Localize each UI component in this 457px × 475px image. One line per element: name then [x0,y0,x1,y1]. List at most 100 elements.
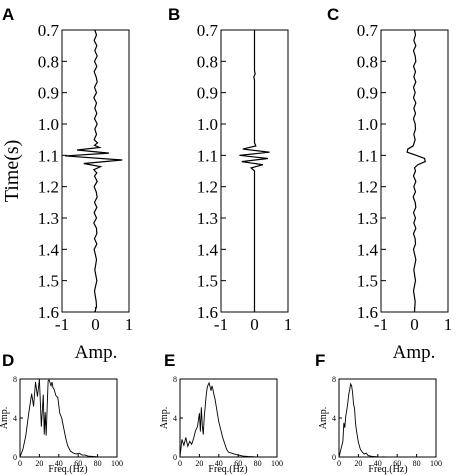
y-tick-label: 1.2 [38,178,59,197]
x-tick-label: 0 [337,459,341,468]
x-ticks-b: -1 0 1 [214,307,292,334]
y-tick-label: 1.0 [38,115,59,134]
y-tick-label: 0.8 [38,52,59,71]
y-axis-label-e: Amp. [159,407,170,430]
panel-e: E Amp. Freq.(Hz) 0 4 8 0 20 40 60 80 100 [159,351,283,475]
y-tick-label: 1.3 [197,209,218,228]
panel-c: C Amp. 0.7 0.8 0.9 1.0 1.1 1.2 1.3 1.4 1.5 1.6 -1… [327,5,452,363]
x-tick-label: 0 [250,315,259,334]
x-tick-label: 80 [254,459,262,468]
y-tick-label: 8 [13,375,17,384]
x-tick-label: 40 [215,459,223,468]
x-ticks-c: -1 0 1 [374,307,452,334]
y-tick-label: 0 [173,453,177,462]
panel-letter-f: F [315,351,325,370]
y-axis-label-d: Amp. [0,407,10,430]
x-tick-label: 80 [94,459,102,468]
spectrum-line-f [338,382,436,458]
x-tick-label: 100 [111,459,123,468]
y-ticks-d: 0 4 8 [13,375,23,462]
x-ticks-a: -1 0 1 [55,307,133,334]
x-tick-label: 0 [18,459,22,468]
waveform-line-c [406,29,426,313]
x-axis-label-a: Amp. [75,342,118,363]
x-tick-label: 1 [125,315,134,334]
x-tick-label: 20 [195,459,203,468]
y-ticks-c: 0.7 0.8 0.9 1.0 1.1 1.2 1.3 1.4 1.5 1.6 [357,21,386,322]
y-tick-label: 1.1 [38,146,59,165]
x-tick-label: 0 [410,315,419,334]
y-tick-label: 1.6 [197,303,218,322]
y-tick-label: 1.6 [357,303,378,322]
x-ticks-f: 0 20 40 60 80 100 [337,454,442,468]
plot-frame-e [179,378,278,458]
panel-letter-a: A [2,5,14,24]
panel-letter-d: D [2,351,14,370]
y-tick-label: 0 [332,453,336,462]
y-ticks-a: 0.7 0.8 0.9 1.0 1.1 1.2 1.3 1.4 1.5 1.6 [38,21,67,322]
waveform-line-a [65,29,123,313]
x-tick-label: 60 [234,459,242,468]
y-axis-label-f: Amp. [318,407,329,430]
x-tick-label: 100 [271,459,283,468]
y-tick-label: 0 [13,453,17,462]
x-tick-label: -1 [214,315,228,334]
y-tick-label: 0.9 [197,84,218,103]
x-tick-label: 0 [91,315,100,334]
y-axis-label-a: Time(s) [1,140,23,203]
y-tick-label: 0.8 [357,52,378,71]
y-tick-label: 1.2 [357,178,378,197]
x-axis-label-d: Freq.(Hz) [48,464,87,475]
waveform-line-b [239,30,270,312]
panel-f: F Amp. Freq.(Hz) 0 4 8 0 20 40 60 80 100 [315,351,442,475]
x-axis-label-c: Amp. [393,342,436,363]
x-tick-label: 1 [284,315,293,334]
y-tick-label: 1.3 [357,209,378,228]
spectrum-line-d [19,378,117,458]
y-tick-label: 0.8 [197,52,218,71]
y-tick-label: 1.2 [197,178,218,197]
y-tick-label: 1.1 [357,146,378,165]
x-tick-label: 60 [74,459,82,468]
panel-letter-e: E [164,351,175,370]
x-tick-label: 60 [393,459,401,468]
x-tick-label: 100 [430,459,442,468]
y-tick-label: 4 [13,414,17,423]
y-ticks-e: 0 4 8 [173,375,183,462]
x-tick-label: 20 [354,459,362,468]
x-tick-label: 20 [35,459,43,468]
x-tick-label: 1 [444,315,453,334]
y-tick-label: 0.7 [357,21,379,40]
y-ticks-f: 0 4 8 [332,375,342,462]
spectrum-line-e [179,381,277,458]
y-tick-label: 1.0 [197,115,218,134]
x-axis-label-e: Freq.(Hz) [208,464,247,475]
x-tick-label: 40 [374,459,382,468]
y-tick-label: 0.9 [357,84,378,103]
y-tick-label: 1.5 [197,272,218,291]
x-tick-label: 40 [55,459,63,468]
y-tick-label: 0.7 [197,21,219,40]
panel-d: D Amp. Freq.(Hz) 0 4 8 0 20 40 60 80 100 [0,351,123,475]
x-tick-label: -1 [374,315,388,334]
y-tick-label: 1.5 [357,272,378,291]
panel-letter-b: B [168,5,180,24]
plot-frame-f [338,378,437,458]
y-tick-label: 0.9 [38,84,59,103]
x-axis-label-f: Freq.(Hz) [368,464,407,475]
y-tick-label: 1.4 [197,240,219,259]
panel-letter-c: C [327,5,339,24]
y-tick-label: 1.1 [197,146,218,165]
y-tick-label: 1.4 [357,240,379,259]
x-tick-label: 0 [178,459,182,468]
y-ticks-b: 0.7 0.8 0.9 1.0 1.1 1.2 1.3 1.4 1.5 1.6 [197,21,226,322]
x-ticks-d: 0 20 40 60 80 100 [18,454,123,468]
x-tick-label: 80 [413,459,421,468]
y-tick-label: 1.4 [38,240,60,259]
y-tick-label: 1.0 [357,115,378,134]
y-tick-label: 8 [332,375,336,384]
y-tick-label: 1.3 [38,209,59,228]
y-tick-label: 0.7 [38,21,60,40]
x-tick-label: -1 [55,315,69,334]
